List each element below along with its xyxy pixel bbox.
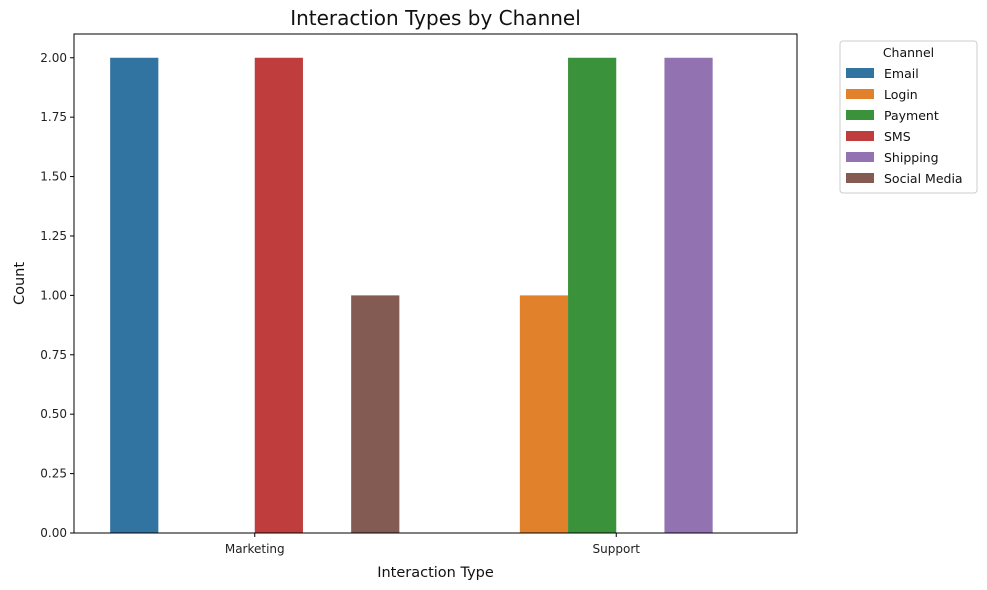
legend-swatch-shipping (846, 152, 874, 162)
y-tick-label: 1.25 (40, 229, 67, 243)
bar-social-media-marketing (351, 295, 400, 533)
bar-payment-support (568, 57, 617, 534)
y-tick-label: 0.75 (40, 348, 67, 362)
legend-swatch-email (846, 68, 874, 78)
x-tick-label: Marketing (225, 542, 285, 556)
legend-swatch-social-media (846, 173, 874, 183)
y-tick-label: 0.25 (40, 467, 67, 481)
y-tick-label: 2.00 (40, 51, 67, 65)
y-tick-label: 0.00 (40, 526, 67, 540)
x-axis: Marketing Support (225, 533, 640, 556)
plot-frame (73, 33, 798, 534)
legend-label-sms: SMS (884, 129, 911, 144)
legend-swatch-login (846, 89, 874, 99)
y-tick-label: 1.50 (40, 170, 67, 184)
bar-login-support (519, 295, 569, 533)
legend-label-social-media: Social Media (884, 171, 963, 186)
x-tick-label: Support (593, 542, 641, 556)
legend-items: Email Login Payment SMS Shipping Social Media (846, 66, 963, 186)
bar-email-marketing (110, 57, 159, 534)
bars-group (110, 57, 713, 534)
bar-shipping-support (664, 57, 713, 534)
legend: Channel Email Login Payment SMS Shipping Soci… (839, 40, 978, 194)
y-tick-label: 1.00 (40, 288, 67, 302)
y-axis-label: Count (12, 262, 28, 305)
legend-frame (839, 40, 978, 194)
x-axis-label: Interaction Type (377, 565, 494, 581)
legend-label-login: Login (884, 87, 918, 102)
legend-label-payment: Payment (884, 108, 939, 123)
legend-title: Channel (883, 45, 934, 60)
legend-label-email: Email (884, 66, 919, 81)
y-tick-label: 0.50 (40, 407, 67, 421)
bar-sms-marketing (254, 57, 303, 534)
legend-label-shipping: Shipping (884, 150, 939, 165)
chart-title: Interaction Types by Channel (290, 6, 581, 30)
y-axis: 0.00 0.25 0.50 0.75 1.00 1.25 1.50 1.75 2.00 (40, 51, 74, 540)
y-tick-label: 1.75 (40, 110, 67, 124)
legend-swatch-sms (846, 131, 874, 141)
legend-swatch-payment (846, 110, 874, 120)
